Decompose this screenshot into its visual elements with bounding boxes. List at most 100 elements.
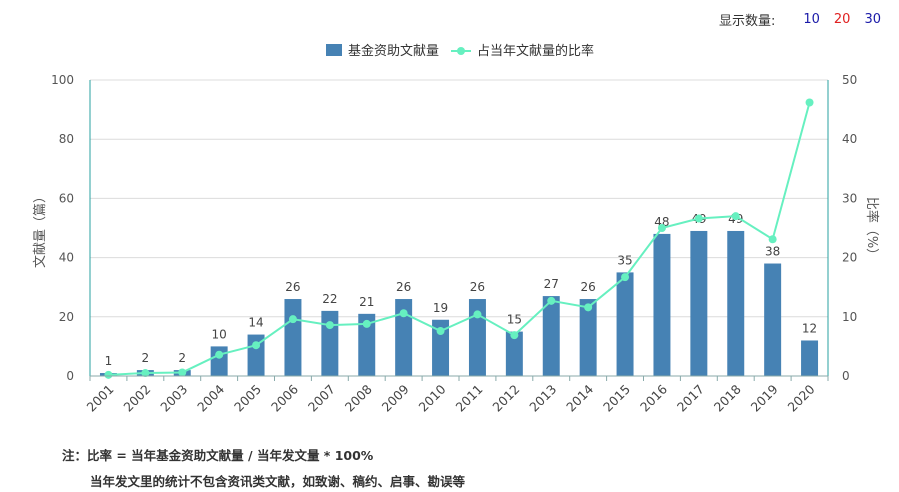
bar — [284, 299, 302, 376]
x-tick-label: 2005 — [231, 382, 264, 415]
y-right-tick-label: 40 — [842, 132, 857, 146]
bar-value-label: 19 — [433, 301, 448, 315]
y-right-tick-label: 0 — [842, 369, 850, 383]
x-tick-label: 2015 — [600, 382, 633, 415]
legend-bar-swatch — [326, 44, 342, 56]
ratio-point — [325, 321, 334, 330]
bar-labels: 1221014262221261926152726354849493812 — [105, 212, 818, 368]
bar — [690, 230, 708, 376]
note-statistics-scope: 当年发文里的统计不包含资讯类文献，如致谢、稿约、启事、勘误等 — [90, 474, 466, 489]
bar — [358, 313, 376, 376]
legend: 基金资助文献量 占当年文献量的比率 — [326, 43, 594, 59]
bar-value-label: 2 — [142, 351, 150, 365]
bar-value-label: 26 — [285, 280, 300, 294]
ratio-point — [178, 368, 187, 377]
bar — [764, 263, 782, 376]
ratio-point — [510, 331, 519, 340]
ratio-point — [657, 224, 666, 232]
bar-value-label: 12 — [802, 321, 817, 335]
y-tick-label: 40 — [59, 251, 74, 265]
ratio-line-path — [108, 102, 811, 376]
ratio-point — [215, 350, 224, 359]
bar — [395, 299, 413, 376]
bar-value-label: 26 — [470, 280, 485, 294]
legend-bar-label: 基金资助文献量 — [348, 43, 439, 59]
bar — [579, 299, 597, 376]
legend-line-label: 占当年文献量的比率 — [477, 43, 594, 59]
display-count-10[interactable]: 10 — [803, 12, 820, 27]
x-tick-label: 2012 — [489, 382, 522, 415]
ratio-point — [547, 296, 556, 305]
ratio-point — [473, 310, 482, 319]
bar — [505, 331, 523, 376]
ratio-point — [805, 98, 814, 107]
x-tick-label: 2018 — [711, 381, 744, 414]
bar-value-label: 21 — [359, 295, 374, 309]
bar — [801, 340, 819, 376]
ratio-point — [768, 235, 777, 244]
y-tick-label: 80 — [59, 132, 74, 146]
x-tick-label: 2007 — [305, 382, 338, 415]
x-tick-label: 2004 — [194, 381, 227, 414]
bars — [99, 230, 819, 376]
bar-value-label: 14 — [248, 316, 263, 330]
bar-value-label: 1 — [105, 354, 113, 368]
display-count-30[interactable]: 30 — [864, 12, 881, 27]
y-axis-right-label: 比率（%） — [864, 197, 880, 261]
grid — [90, 79, 828, 318]
bar-value-label: 10 — [212, 327, 227, 341]
bar-value-label: 35 — [617, 253, 632, 267]
x-tick-label: 2001 — [83, 382, 116, 415]
bar — [542, 296, 560, 376]
ratio-point — [252, 341, 261, 350]
display-count-bar: 显示数量: 10 20 30 — [719, 10, 881, 29]
y-right-tick-label: 30 — [842, 191, 857, 205]
ratio-point — [621, 273, 630, 282]
ratio-point — [141, 369, 150, 378]
y-right-tick-label: 20 — [842, 251, 857, 265]
x-tick-label: 2008 — [342, 381, 375, 414]
y-tick-label: 20 — [59, 310, 74, 324]
x-tick-label: 2017 — [674, 382, 707, 415]
bar — [432, 319, 450, 376]
y-tick-label: 0 — [66, 369, 74, 383]
bar-value-label: 26 — [396, 280, 411, 294]
ratio-point — [399, 309, 408, 318]
ratio-point — [362, 319, 371, 328]
ratio-point — [104, 370, 113, 379]
bar — [321, 310, 339, 376]
legend-line-marker — [457, 47, 465, 55]
y-axis-label: 文献量（篇） — [33, 190, 48, 268]
bar-value-label: 48 — [654, 215, 669, 229]
bar-value-label: 38 — [765, 245, 780, 259]
bar-value-label: 22 — [322, 292, 337, 306]
bar — [727, 230, 745, 376]
x-tick-label: 2003 — [157, 382, 190, 415]
x-tick-label: 2020 — [785, 381, 818, 414]
bar — [247, 334, 265, 376]
ratio-point — [436, 327, 445, 336]
x-tick-label: 2019 — [748, 381, 781, 414]
x-tick-label: 2010 — [416, 381, 449, 414]
display-count-label: 显示数量: — [718, 14, 776, 29]
bar-value-label: 26 — [581, 280, 596, 294]
x-tick-label: 2009 — [379, 381, 412, 414]
ratio-point — [584, 303, 593, 312]
x-tick-label: 2006 — [268, 381, 301, 414]
bar-value-label: 2 — [178, 351, 186, 365]
ratio-point — [288, 315, 297, 324]
y-right-tick-label: 10 — [842, 310, 857, 324]
bar-value-label: 27 — [544, 277, 559, 291]
x-tick-label: 2016 — [637, 381, 670, 414]
display-count-20[interactable]: 20 — [833, 12, 851, 27]
y-tick-label: 100 — [51, 73, 74, 87]
note-ratio-definition: 注：比率 = 当年基金资助文献量 / 当年发文量 * 100% — [62, 448, 374, 463]
bar — [653, 233, 671, 376]
bar — [468, 299, 486, 376]
bar — [616, 272, 634, 376]
ratio-point — [694, 214, 703, 223]
bar-value-label: 15 — [507, 313, 522, 327]
x-tick-label: 2002 — [120, 382, 153, 415]
ratio-point — [731, 212, 740, 221]
